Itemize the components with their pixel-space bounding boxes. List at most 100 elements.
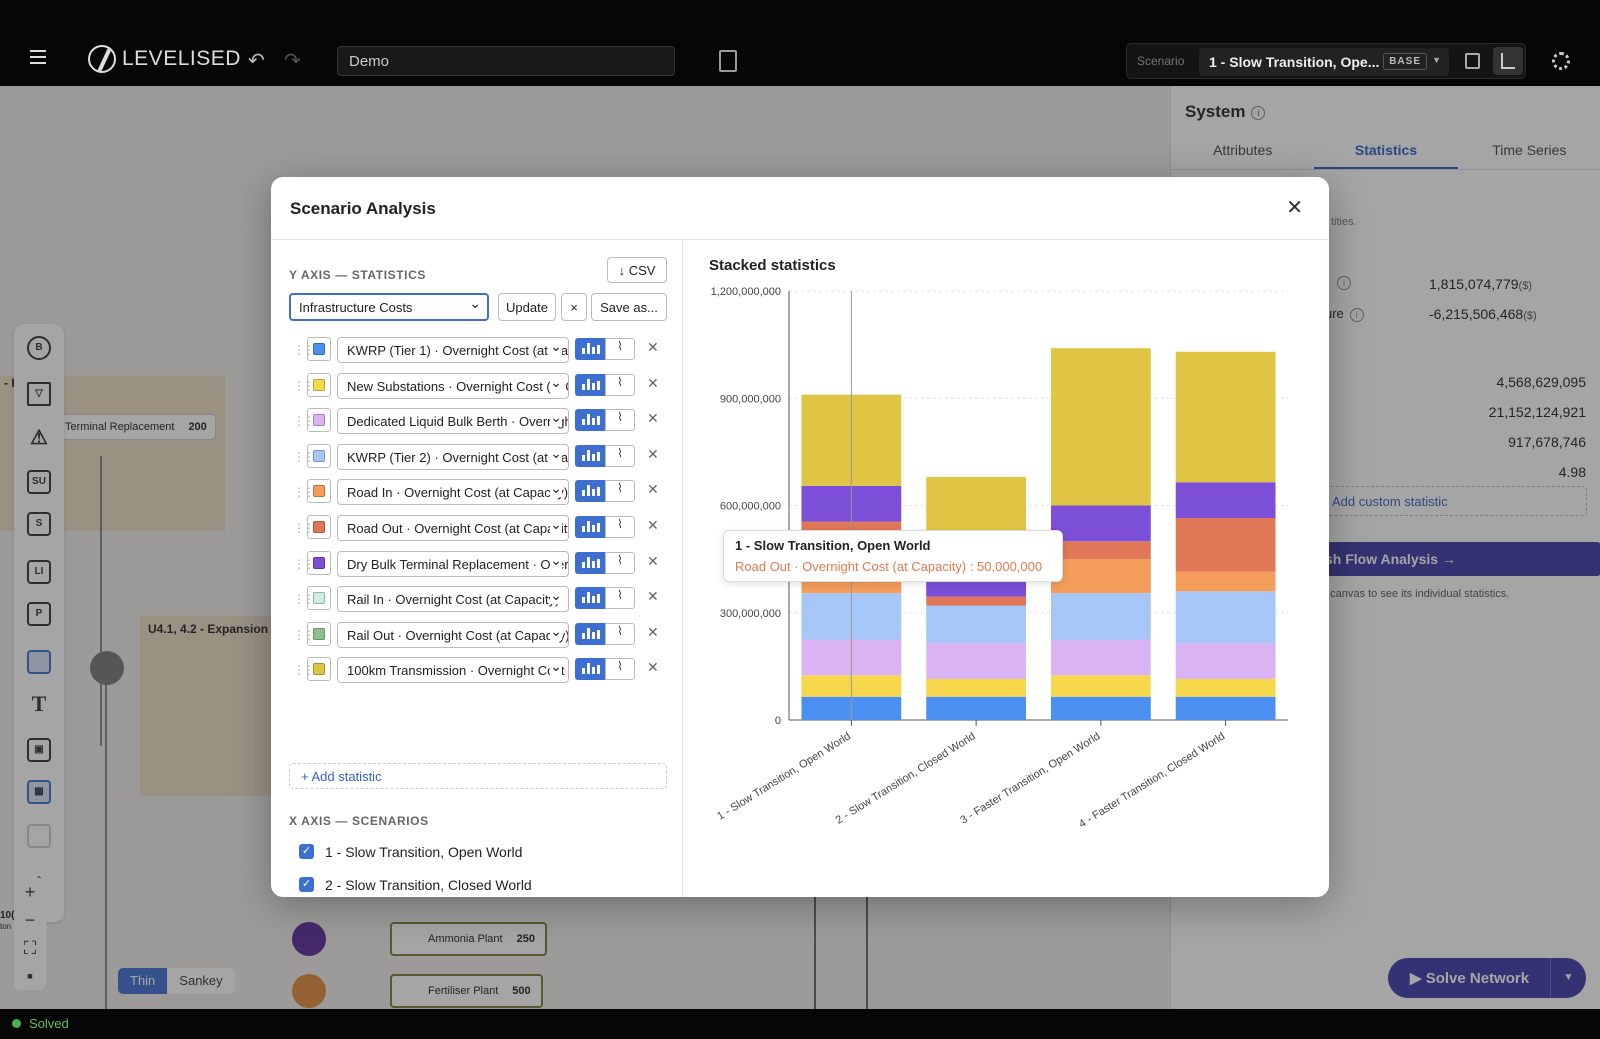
lock-icon[interactable]: ▪ [26, 966, 34, 986]
remove-statistic-icon[interactable]: ✕ [647, 410, 659, 427]
chevron-down-icon[interactable]: ▼ [1550, 958, 1586, 998]
tab-time-series[interactable]: Time Series [1492, 142, 1567, 158]
drag-handle-icon[interactable]: ⋮⋮ [293, 663, 315, 678]
duplicate-scenario-icon[interactable] [1465, 53, 1480, 69]
statistic-select[interactable]: Road Out · Overnight Cost (at Capacity) [337, 515, 569, 541]
color-swatch[interactable] [307, 443, 331, 468]
sankey-view-button[interactable]: Sankey [167, 968, 235, 994]
line-mode-icon[interactable]: ⌇ [605, 551, 635, 574]
color-swatch[interactable] [307, 621, 331, 646]
lock-tool-icon[interactable] [27, 824, 51, 848]
color-swatch[interactable] [307, 657, 331, 682]
remove-statistic-icon[interactable]: ✕ [647, 552, 659, 569]
line-mode-icon[interactable]: ⌇ [605, 622, 635, 645]
redo-icon[interactable]: ↷ [284, 50, 301, 72]
update-button[interactable]: Update [498, 293, 556, 321]
bar-mode-icon[interactable] [575, 516, 605, 538]
line-mode-icon[interactable]: ⌇ [605, 338, 635, 360]
remove-statistic-icon[interactable]: ✕ [647, 339, 659, 355]
color-swatch[interactable] [307, 408, 331, 433]
close-icon[interactable]: ✕ [1286, 197, 1303, 219]
image-tool-icon[interactable]: ▣ [27, 738, 51, 762]
li-tool-icon[interactable]: LI [27, 560, 51, 584]
scenario-dropdown[interactable]: 1 - Slow Transition, Ope... BASE ▼ [1199, 48, 1449, 76]
fit-view-icon[interactable]: ⛶ [23, 938, 37, 958]
vector-tool-icon[interactable]: ▽ [27, 382, 51, 406]
add-statistic-button[interactable]: + Add statistic [289, 763, 667, 789]
scenario-analysis-icon[interactable] [1493, 47, 1523, 75]
file-settings-icon[interactable] [719, 50, 737, 72]
select-tool-icon[interactable] [27, 650, 51, 674]
thin-view-button[interactable]: Thin [118, 968, 168, 994]
color-swatch[interactable] [307, 337, 331, 361]
p-tool-icon[interactable]: P [27, 602, 51, 626]
statistic-select[interactable]: Dedicated Liquid Bulk Berth · Overnight … [337, 408, 569, 435]
line-mode-icon[interactable]: ⌇ [605, 409, 635, 432]
remove-statistic-icon[interactable]: ✕ [647, 659, 659, 676]
save-as-button[interactable]: Save as... [591, 293, 667, 321]
preset-select[interactable]: Infrastructure Costs [289, 293, 489, 321]
color-swatch[interactable] [307, 550, 331, 575]
color-swatch[interactable] [307, 372, 331, 397]
remove-statistic-icon[interactable]: ✕ [647, 517, 659, 533]
zoom-in-icon[interactable]: + [24, 882, 36, 902]
bar-mode-icon[interactable] [575, 658, 605, 681]
bar-mode-icon[interactable] [575, 622, 605, 645]
bar-mode-icon[interactable] [575, 373, 605, 396]
statistic-select[interactable]: 100km Transmission · Overnight Cost (at … [337, 657, 569, 684]
tab-attributes[interactable]: Attributes [1213, 142, 1273, 158]
tab-statistics[interactable]: Statistics [1314, 130, 1458, 169]
process-node-icon[interactable] [292, 922, 326, 956]
color-swatch[interactable] [307, 586, 331, 611]
su-tool-icon[interactable]: SU [27, 470, 51, 494]
bar-mode-icon[interactable] [575, 480, 605, 503]
bar-mode-icon[interactable] [575, 444, 605, 467]
bar-mode-icon[interactable] [575, 587, 605, 610]
drag-handle-icon[interactable]: ⋮⋮ [293, 627, 315, 642]
drag-handle-icon[interactable]: ⋮⋮ [293, 485, 315, 500]
info-icon[interactable]: i [1331, 274, 1351, 291]
drag-handle-icon[interactable]: ⋮⋮ [293, 592, 315, 607]
text-tool-icon[interactable]: T [31, 691, 47, 716]
checkbox[interactable]: ✓ [299, 844, 314, 859]
statistic-select[interactable]: Dry Bulk Terminal Replacement · Overnigh… [337, 550, 569, 577]
remove-statistic-icon[interactable]: ✕ [647, 374, 659, 391]
undo-icon[interactable]: ↶ [248, 50, 265, 72]
line-mode-icon[interactable]: ⌇ [605, 444, 635, 467]
bar-mode-icon[interactable] [575, 338, 605, 360]
ammonia-plant-node[interactable]: Ammonia Plant 250 [390, 922, 547, 956]
line-mode-icon[interactable]: ⌇ [605, 373, 635, 396]
warning-tool-icon[interactable]: ⚠ [30, 427, 48, 449]
menu-icon[interactable] [30, 50, 46, 68]
solve-network-button[interactable]: ▶ Solve Network ▼ [1388, 958, 1586, 998]
drag-handle-icon[interactable]: ⋮⋮ [293, 521, 315, 535]
info-icon[interactable]: i [1349, 307, 1364, 322]
statistic-select[interactable]: KWRP (Tier 1) · Overnight Cost (at Capac… [337, 337, 569, 363]
process-node-icon[interactable] [292, 974, 326, 1008]
color-swatch[interactable] [307, 479, 331, 504]
bar-mode-icon[interactable] [575, 409, 605, 432]
statistic-select[interactable]: Rail In · Overnight Cost (at Capacity) [337, 586, 569, 613]
bar-mode-icon[interactable] [575, 551, 605, 574]
grid-tool-icon[interactable]: ▦ [27, 780, 51, 804]
statistic-select[interactable]: New Substations · Overnight Cost (at Cap… [337, 372, 569, 399]
document-name-input[interactable]: Demo [337, 46, 675, 76]
remove-statistic-icon[interactable]: ✕ [647, 481, 659, 498]
info-icon[interactable]: i [1251, 105, 1266, 120]
line-mode-icon[interactable]: ⌇ [605, 480, 635, 503]
line-mode-icon[interactable]: ⌇ [605, 516, 635, 538]
drag-handle-icon[interactable]: ⋮⋮ [293, 414, 315, 429]
line-mode-icon[interactable]: ⌇ [605, 658, 635, 681]
remove-statistic-icon[interactable]: ✕ [647, 445, 659, 462]
statistic-select[interactable]: Road In · Overnight Cost (at Capacity) [337, 479, 569, 506]
csv-export-button[interactable]: ↓ CSV [607, 257, 667, 283]
s-tool-icon[interactable]: S [27, 512, 51, 536]
zoom-out-icon[interactable]: − [24, 910, 36, 930]
drag-handle-icon[interactable]: ⋮⋮ [293, 343, 315, 357]
statistic-select[interactable]: Rail Out · Overnight Cost (at Capacity) [337, 621, 569, 648]
gear-icon[interactable] [1552, 52, 1570, 70]
line-mode-icon[interactable]: ⌇ [605, 587, 635, 610]
remove-statistic-icon[interactable]: ✕ [647, 588, 659, 605]
drag-handle-icon[interactable]: ⋮⋮ [293, 449, 315, 464]
fertiliser-plant-node[interactable]: Fertiliser Plant 500 [390, 974, 543, 1008]
